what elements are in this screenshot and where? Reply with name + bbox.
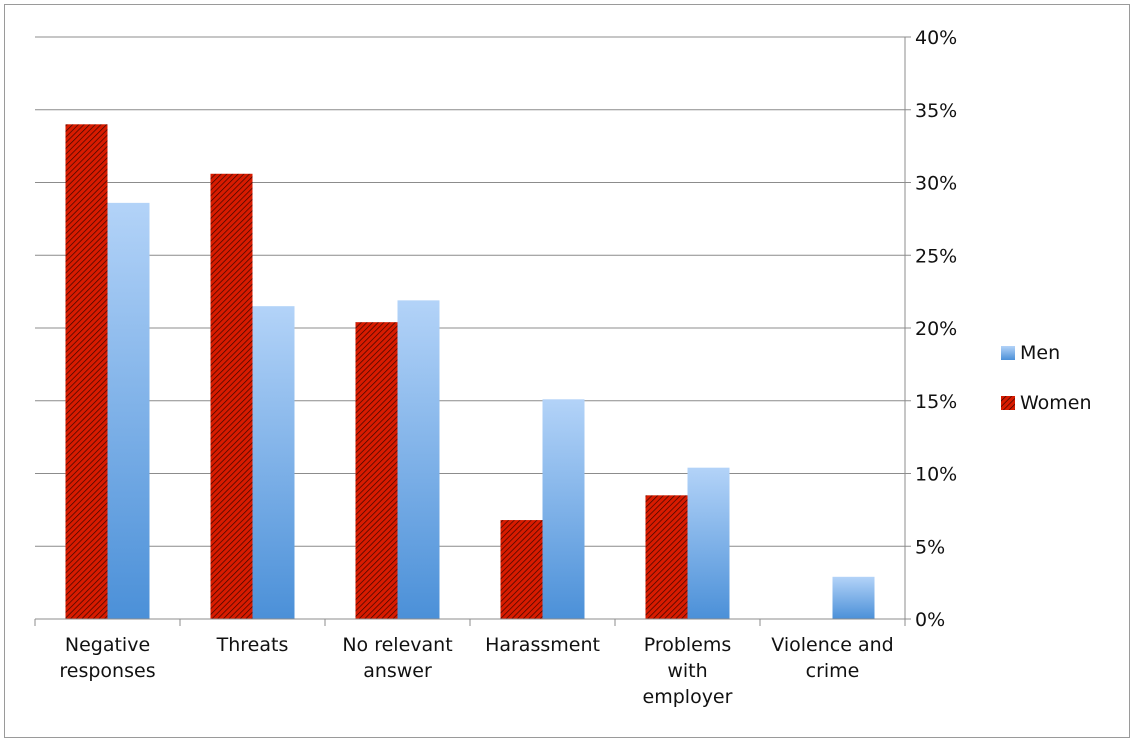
chart-frame: 0% 5% 10% 15% 20% 25% 30% 35% 40% Negative respon… [4,4,1130,738]
y-tick-label: 15% [915,391,957,413]
bar-men [687,467,730,619]
category-labels: Negative responses Threats No relevant answe… [59,634,893,708]
bar-men [542,399,585,619]
bars [65,124,875,620]
y-tick-label: 40% [915,27,957,49]
bar-men [397,300,440,619]
y-tick-label: 5% [915,536,945,558]
legend: Men Women [1001,342,1092,414]
category-label: Problems [644,634,732,656]
axes [34,36,911,626]
category-label: Violence and [771,634,893,656]
y-tick-label: 25% [915,245,957,267]
category-label: Negative [65,634,150,656]
category-label: Threats [216,634,289,656]
y-tick-labels: 0% 5% 10% 15% 20% 25% 30% 35% 40% [915,27,957,631]
bar-chart: 0% 5% 10% 15% 20% 25% 30% 35% 40% Negative respon… [34,27,1092,708]
bar-women [500,520,543,619]
category-label: employer [643,686,733,708]
bar-women [355,322,398,619]
legend-swatch-women [1001,396,1015,410]
category-label: Harassment [485,634,600,656]
legend-label-women: Women [1020,392,1092,414]
legend-label-men: Men [1020,342,1060,364]
y-tick-label: 10% [915,464,957,486]
category-label: crime [806,660,860,682]
bar-women [210,173,253,619]
bar-men [832,576,875,619]
y-tick-label: 20% [915,318,957,340]
y-tick-label: 0% [915,609,945,631]
category-label: No relevant [342,634,452,656]
category-label: with [667,660,707,682]
gridlines [35,36,905,547]
legend-swatch-men [1001,346,1015,360]
bar-women [65,124,108,620]
y-tick-label: 35% [915,100,957,122]
y-tick-label: 30% [915,173,957,195]
category-label: responses [59,660,155,682]
bar-women [645,495,688,619]
category-label: answer [363,660,432,682]
bar-men [107,202,150,619]
bar-men [252,306,295,619]
